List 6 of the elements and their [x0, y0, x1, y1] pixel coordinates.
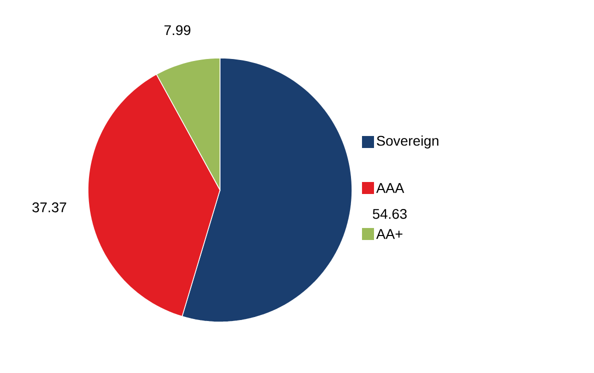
data-label: 37.37: [32, 202, 66, 212]
legend-label: AA+: [376, 229, 402, 239]
legend-label: Sovereign: [376, 135, 438, 149]
legend-label: AAA: [376, 183, 404, 193]
data-label: 7.99: [164, 25, 190, 36]
data-label: 54.63: [372, 208, 407, 219]
